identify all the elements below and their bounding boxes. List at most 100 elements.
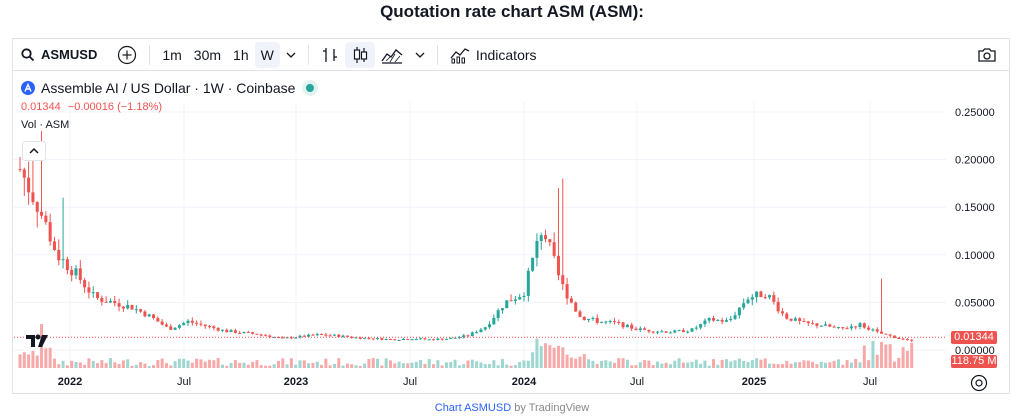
- volume-bar: [117, 363, 121, 368]
- market-status-icon[interactable]: [301, 79, 319, 97]
- volume-bar: [733, 360, 737, 368]
- volume-bar: [83, 364, 87, 368]
- candle-body: [328, 335, 332, 337]
- candle-body: [884, 333, 888, 335]
- volume-bar: [121, 360, 125, 368]
- volume-bar: [888, 344, 892, 368]
- candle-body: [238, 332, 242, 334]
- volume-bar: [48, 347, 52, 368]
- candle-body: [384, 338, 388, 340]
- volume-bar: [824, 362, 828, 368]
- candle-body: [272, 337, 276, 339]
- candle-body: [453, 337, 457, 339]
- candle-body: [544, 235, 548, 240]
- candle-body: [668, 332, 672, 334]
- page-title: Quotation rate chart ASM (ASM):: [380, 2, 644, 21]
- volume-bar: [496, 365, 500, 368]
- volume-bar: [660, 363, 664, 368]
- x-tick-label: 2023: [284, 376, 308, 388]
- bars-icon: [322, 47, 337, 62]
- volume-bar: [87, 358, 91, 368]
- candle-body: [96, 292, 100, 298]
- candle-body: [483, 327, 487, 330]
- chart-credit: Chart ASMUSD by TradingView: [0, 402, 1024, 414]
- candle-body: [169, 326, 173, 330]
- chart-style-dropdown[interactable]: [409, 42, 431, 68]
- volume-bar: [574, 358, 578, 368]
- interval-1m[interactable]: 1m: [162, 46, 182, 63]
- volume-bar: [690, 361, 694, 368]
- indicators-button[interactable]: Indicators: [444, 42, 543, 68]
- candle-body: [656, 331, 660, 333]
- volume-bar: [367, 359, 371, 368]
- chart-widget: [12, 38, 1010, 394]
- interval-1h[interactable]: 1h: [233, 46, 249, 63]
- legend-collapse-button[interactable]: [22, 141, 46, 161]
- volume-bar: [70, 360, 74, 368]
- volume-bar: [862, 345, 866, 368]
- candle-body: [208, 326, 212, 328]
- chart-symbol-link[interactable]: Chart ASMUSD: [434, 402, 512, 414]
- volume-bar: [160, 358, 164, 368]
- volume-bar: [569, 357, 573, 368]
- candle-body: [862, 323, 866, 328]
- candle-body: [733, 315, 737, 319]
- candle-body: [621, 322, 625, 328]
- candle-body: [233, 330, 237, 333]
- candle-body: [121, 306, 125, 309]
- chevron-down-icon: [286, 52, 296, 58]
- volume-bar: [57, 364, 61, 368]
- candle-body: [660, 331, 664, 333]
- volume-legend: Vol · ASM: [21, 119, 70, 131]
- bar-chart-style-button[interactable]: [315, 42, 345, 68]
- volume-bar: [871, 340, 875, 368]
- candle-body: [811, 323, 815, 325]
- screenshot-button[interactable]: [971, 42, 1003, 68]
- candles-chart-style-button[interactable]: [344, 41, 375, 68]
- volume-bar: [440, 365, 444, 368]
- volume-bar: [591, 360, 595, 368]
- candle-body: [345, 335, 349, 337]
- interval-1w[interactable]: W: [254, 41, 280, 68]
- candle-body: [694, 327, 698, 329]
- volume-bar: [22, 352, 26, 368]
- x-tick-label: Jul: [403, 376, 417, 388]
- candle-body: [173, 327, 177, 330]
- candle-body: [677, 330, 681, 332]
- candle-body: [315, 334, 319, 336]
- candle-body: [156, 318, 160, 322]
- candle-body: [397, 339, 401, 341]
- volume-bar: [134, 364, 138, 368]
- candle-body: [612, 321, 616, 323]
- volume-bar: [354, 365, 358, 368]
- interval-dropdown[interactable]: [280, 42, 302, 68]
- candle-body: [126, 304, 130, 309]
- volume-bar: [126, 359, 130, 368]
- compare-add-button[interactable]: [111, 42, 143, 68]
- chevron-up-icon: [29, 147, 39, 154]
- candle-body: [763, 297, 767, 299]
- volume-bar: [298, 360, 302, 368]
- volume-bar: [625, 359, 629, 368]
- x-tick-label: Jul: [863, 376, 877, 388]
- volume-bar: [27, 354, 31, 368]
- volume-bar: [199, 359, 203, 368]
- candle-body: [703, 320, 707, 325]
- volume-bar: [427, 359, 431, 368]
- volume-bar: [397, 361, 401, 368]
- volume-bar: [350, 364, 354, 368]
- credit-text: by TradingView: [511, 402, 590, 414]
- interval-30m[interactable]: 30m: [193, 46, 222, 63]
- volume-bar: [587, 359, 591, 368]
- price-change: −0.00016 (−1.18%): [67, 101, 163, 113]
- candle-body: [341, 335, 345, 337]
- candle-body: [91, 292, 95, 294]
- area-chart-style-button[interactable]: [375, 42, 409, 68]
- candle-body: [203, 324, 207, 327]
- candle-body: [337, 334, 341, 337]
- candle-body: [61, 259, 65, 261]
- symbol-search-button[interactable]: ASMUSD: [13, 42, 103, 68]
- volume-bar: [212, 360, 216, 368]
- chart-settings-icon[interactable]: [970, 374, 988, 392]
